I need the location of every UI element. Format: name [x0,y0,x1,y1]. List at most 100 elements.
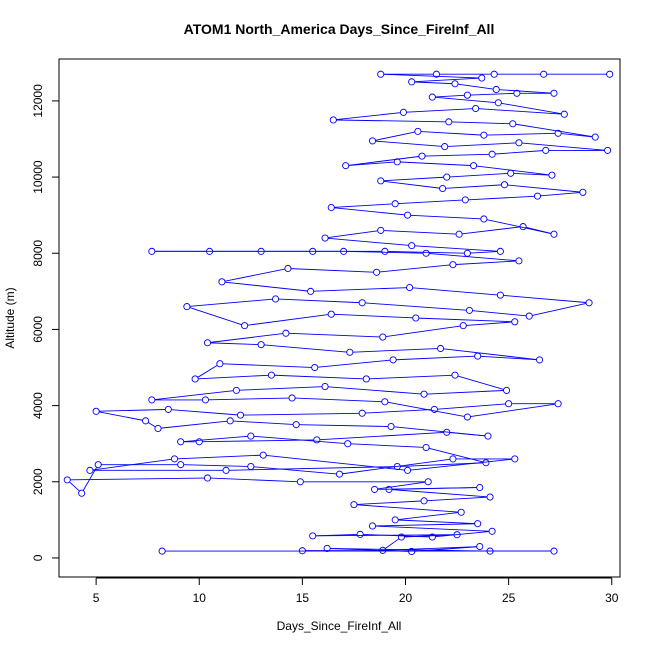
series-segment [210,333,283,343]
data-point [377,226,385,234]
data-point [201,396,209,404]
chart-title: ATOM1 North_America Days_Since_FireInf_A… [184,21,495,37]
data-point [206,247,214,255]
data-point [148,247,156,255]
data-point [432,70,440,78]
data-point [443,428,451,436]
data-point [356,530,364,538]
series-segment [445,184,502,189]
series-segment [383,230,457,235]
data-point [350,501,358,509]
series-segment [99,409,166,412]
data-point [478,74,486,82]
data-point [449,261,457,269]
data-point [63,476,71,484]
data-point [288,394,296,402]
data-point [203,339,212,347]
data-point [282,329,290,337]
data-point [451,371,459,379]
data-point [494,99,502,107]
data-point [533,192,542,200]
data-point [226,417,234,425]
data-point [515,257,523,265]
series-segment [365,302,467,311]
series-segment [189,298,273,307]
data-point [554,129,562,137]
data-point [292,421,300,429]
series-segment [387,401,465,417]
series-segment [233,420,294,425]
data-point [414,127,422,135]
data-point [358,299,366,307]
data-point [428,93,436,101]
data-point [455,230,463,238]
series-segment [540,192,580,197]
series-segment [501,102,562,115]
series-segment [462,226,521,235]
series-segment [278,298,360,304]
data-point [509,120,517,128]
series-segment [82,467,98,491]
series-segment [210,477,298,483]
data-point [476,483,484,492]
series-segment [515,123,593,138]
data-point [453,531,461,539]
data-point [486,493,494,501]
series-segment [177,454,261,460]
data-point [606,70,614,78]
series-segment [435,96,496,103]
data-point [236,411,245,419]
series-segment [470,251,498,254]
data-point [327,310,335,318]
data-point [480,131,488,139]
y-tick-label: 6000 [31,316,45,343]
data-point [385,485,393,493]
data-point [232,386,240,394]
data-point [424,478,432,486]
series-segment [69,481,80,492]
series-segment [385,538,400,549]
data-point [371,485,379,493]
series-segment [443,348,537,360]
series-segment [435,531,490,538]
series-segment [435,94,465,98]
series-segment [315,533,358,537]
series-segment [198,374,269,380]
data-point [391,200,399,208]
data-point [381,247,389,255]
data-point [513,89,521,97]
data-point [445,118,453,126]
series-segment [414,81,452,85]
data-point [203,474,212,482]
data-point [397,533,405,541]
data-point [604,146,612,154]
series-segment [375,525,490,532]
data-point [585,299,593,307]
data-point [379,546,387,554]
data-point [420,390,428,398]
series-segment [369,374,452,380]
data-point [422,443,430,452]
data-point [340,247,348,255]
data-point [342,162,350,170]
data-point [335,470,344,478]
data-point [284,264,292,273]
data-point [257,341,265,349]
data-point [86,466,94,474]
series-segment [451,121,510,125]
series-segment [420,131,481,136]
data-point [368,522,377,530]
series-segment [429,253,516,262]
data-point [311,363,319,372]
data-point [368,137,377,145]
series-segment [336,112,401,121]
data-point [505,400,513,408]
series-segment [466,321,512,326]
data-point [441,143,449,151]
series-segment [161,420,228,429]
series-segment [396,355,475,361]
data-point [459,322,467,330]
data-point [550,89,558,97]
data-point [313,436,321,444]
data-point [451,80,459,88]
